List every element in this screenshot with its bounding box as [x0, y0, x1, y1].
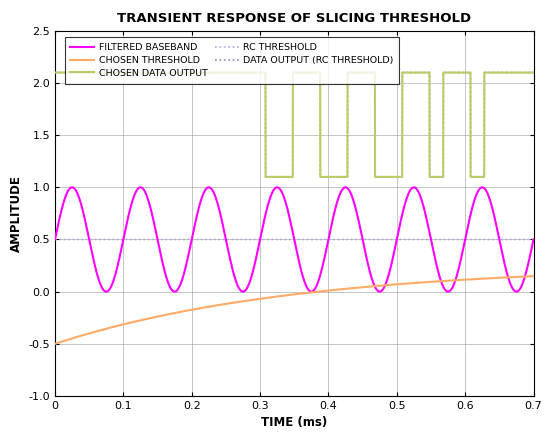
X-axis label: TIME (ms): TIME (ms) [261, 416, 327, 429]
Y-axis label: AMPLITUDE: AMPLITUDE [10, 175, 23, 252]
Legend: FILTERED BASEBAND, CHOSEN THRESHOLD, CHOSEN DATA OUTPUT, RC THRESHOLD, DATA OUTP: FILTERED BASEBAND, CHOSEN THRESHOLD, CHO… [64, 37, 399, 84]
Title: TRANSIENT RESPONSE OF SLICING THRESHOLD: TRANSIENT RESPONSE OF SLICING THRESHOLD [117, 12, 471, 26]
